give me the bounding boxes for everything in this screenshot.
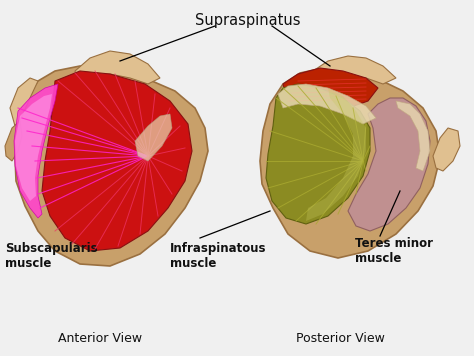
Text: Teres minor
muscle: Teres minor muscle [355, 237, 433, 265]
Polygon shape [10, 78, 38, 126]
Text: Posterior View: Posterior View [296, 331, 384, 345]
Text: Subscapularis
muscle: Subscapularis muscle [5, 242, 98, 270]
Polygon shape [306, 88, 366, 221]
Polygon shape [433, 128, 460, 171]
Polygon shape [14, 84, 58, 218]
Text: Supraspinatus: Supraspinatus [195, 14, 301, 28]
Text: Anterior View: Anterior View [58, 331, 142, 345]
Polygon shape [278, 84, 376, 124]
Polygon shape [266, 84, 370, 224]
Polygon shape [313, 56, 396, 84]
Polygon shape [260, 68, 440, 258]
Text: Infraspinatous
muscle: Infraspinatous muscle [170, 242, 266, 270]
Polygon shape [396, 101, 430, 171]
Polygon shape [348, 98, 430, 231]
Polygon shape [75, 51, 160, 84]
Polygon shape [5, 121, 22, 161]
Polygon shape [283, 68, 378, 108]
Polygon shape [42, 71, 192, 251]
Polygon shape [135, 114, 172, 161]
Polygon shape [15, 94, 52, 201]
Polygon shape [15, 66, 208, 266]
